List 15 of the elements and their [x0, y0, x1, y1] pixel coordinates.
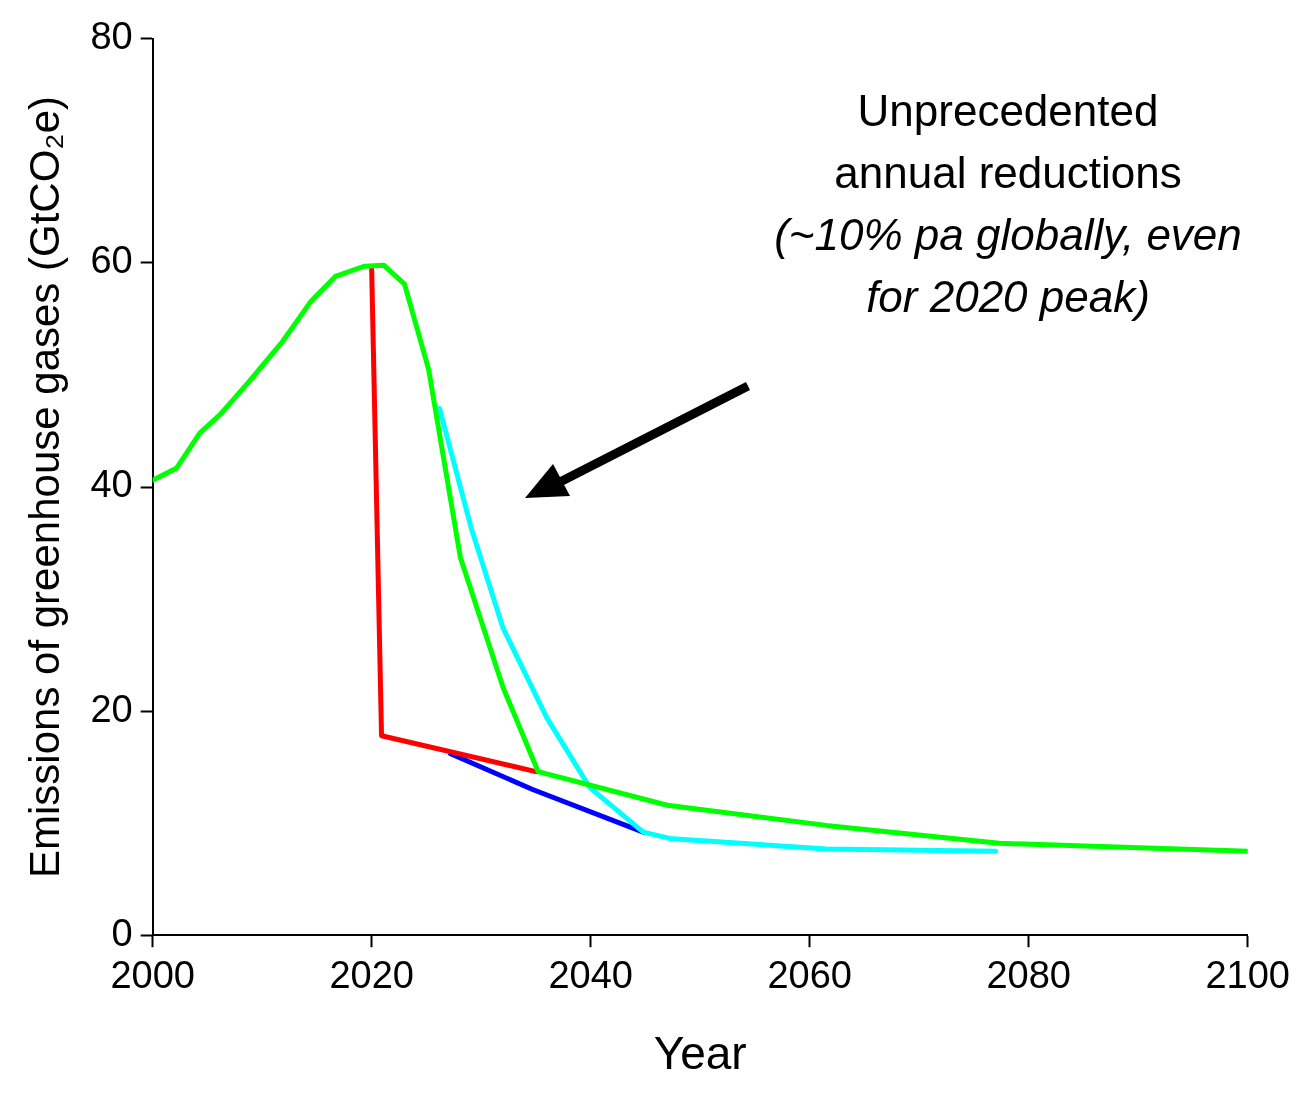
y-tick-label: 20	[90, 687, 133, 730]
y-tick-label: 60	[90, 239, 133, 282]
x-axis-title: Year	[653, 1027, 747, 1080]
y-tick-label: 0	[111, 911, 133, 954]
annotation: Unprecedented annual reductions	[833, 85, 1183, 199]
x-tick-label: 2080	[986, 954, 1071, 997]
x-tick-label: 2000	[110, 954, 195, 997]
y-tick-label: 40	[90, 463, 133, 506]
y-axis-title: Emissions of greenhouse gases (GtCO₂e)	[20, 96, 68, 878]
annotation: (~10% pa globally, even for 2020 peak)	[773, 209, 1243, 323]
x-tick-label: 2100	[1205, 954, 1291, 997]
x-tick-label: 2060	[767, 954, 852, 997]
x-tick-label: 2040	[548, 954, 633, 997]
x-tick-label: 2020	[329, 954, 414, 997]
y-tick-label: 80	[90, 15, 133, 58]
